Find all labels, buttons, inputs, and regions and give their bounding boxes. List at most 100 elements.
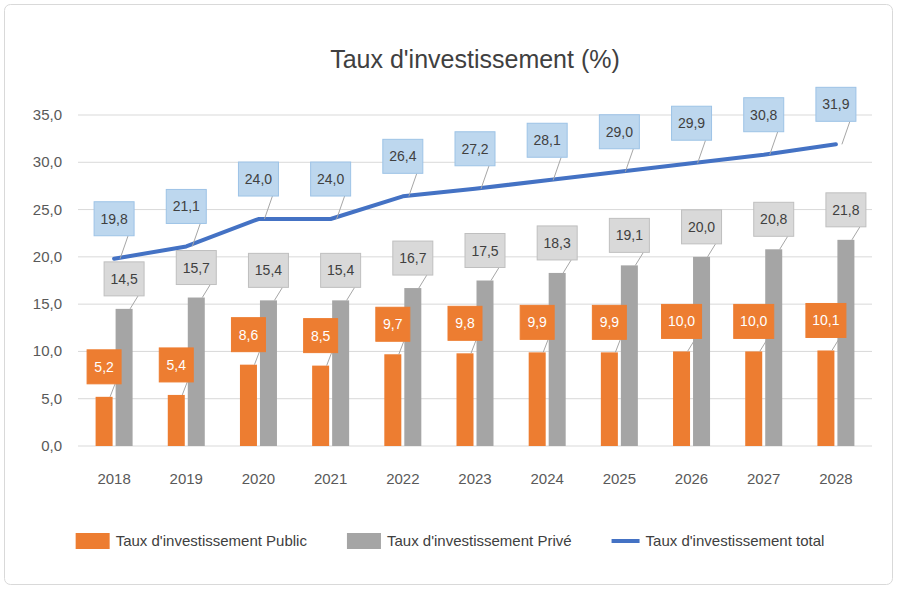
data-label: 5,4 <box>167 357 187 373</box>
label-leader <box>491 268 499 281</box>
label-leader <box>120 236 128 259</box>
y-tick-label: 20,0 <box>33 248 62 265</box>
label-box <box>816 87 856 121</box>
data-label: 5,2 <box>94 359 114 375</box>
label-leader <box>110 384 115 397</box>
label-box <box>94 202 134 236</box>
label-box <box>87 350 121 384</box>
data-label: 19,1 <box>616 227 643 243</box>
legend-label: Taux d'investissement total <box>646 532 825 549</box>
data-label: 15,4 <box>327 262 354 278</box>
label-box <box>166 189 206 223</box>
label-leader <box>399 341 404 354</box>
data-label: 29,0 <box>606 124 633 140</box>
label-box <box>448 306 482 340</box>
bar <box>601 352 618 446</box>
bar <box>549 273 566 446</box>
x-tick-label: 2026 <box>675 470 708 487</box>
label-leader <box>635 252 643 265</box>
bar <box>96 397 113 446</box>
bar <box>693 257 710 446</box>
x-tick-label: 2023 <box>458 470 491 487</box>
label-leader <box>337 196 345 219</box>
bar <box>384 354 401 446</box>
label-box <box>465 234 505 268</box>
data-label: 10,1 <box>812 312 839 328</box>
x-tick-label: 2028 <box>819 470 852 487</box>
chart: Taux d'investissement (%)0,05,010,015,02… <box>0 0 900 600</box>
label-leader <box>842 121 850 144</box>
label-box <box>744 98 784 132</box>
data-label: 15,4 <box>255 262 282 278</box>
label-leader <box>563 260 571 273</box>
label-box <box>754 202 794 236</box>
label-leader <box>327 353 332 366</box>
bar <box>837 240 854 446</box>
label-leader <box>698 140 706 163</box>
data-label: 24,0 <box>317 171 344 187</box>
label-box <box>104 262 144 296</box>
x-tick-label: 2021 <box>314 470 347 487</box>
chart-title: Taux d'investissement (%) <box>330 45 620 73</box>
label-box <box>806 303 846 337</box>
data-label: 28,1 <box>534 132 561 148</box>
label-box <box>238 162 278 196</box>
data-label: 30,8 <box>750 107 777 123</box>
y-tick-label: 10,0 <box>33 342 62 359</box>
label-leader <box>688 338 696 351</box>
label-leader <box>264 196 272 219</box>
bar <box>168 395 185 446</box>
legend-swatch <box>612 539 640 543</box>
label-leader <box>780 236 788 249</box>
chart-frame <box>5 5 893 585</box>
label-box <box>826 193 866 227</box>
bar <box>240 365 257 446</box>
data-label: 8,6 <box>239 327 259 343</box>
label-leader <box>254 352 259 365</box>
x-tick-label: 2020 <box>242 470 275 487</box>
legend: Taux d'investissement PublicTaux d'inves… <box>76 532 825 549</box>
data-label: 14,5 <box>110 271 137 287</box>
x-tick-label: 2022 <box>386 470 419 487</box>
data-label: 9,8 <box>455 315 475 331</box>
bar <box>817 350 834 446</box>
data-label: 20,0 <box>688 219 715 235</box>
data-label: 9,9 <box>600 314 620 330</box>
x-tick-label: 2024 <box>530 470 563 487</box>
bar <box>673 351 690 446</box>
x-tick-label: 2018 <box>97 470 130 487</box>
label-leader <box>625 149 633 172</box>
bar <box>477 281 494 447</box>
data-label: 26,4 <box>389 148 416 164</box>
data-labels: 5,25,48,68,59,79,89,99,910,010,010,114,5… <box>87 87 866 397</box>
label-box <box>304 319 338 353</box>
x-tick-label: 2019 <box>170 470 203 487</box>
legend-swatch <box>76 533 110 549</box>
y-tick-label: 25,0 <box>33 201 62 218</box>
label-leader <box>760 338 768 351</box>
label-leader <box>182 382 187 395</box>
data-label: 21,8 <box>832 202 859 218</box>
label-box <box>231 318 265 352</box>
marks <box>96 144 855 446</box>
label-box <box>592 305 626 339</box>
data-label: 18,3 <box>544 235 571 251</box>
data-label: 17,5 <box>471 243 498 259</box>
data-label: 10,0 <box>740 313 767 329</box>
data-label: 20,8 <box>760 211 787 227</box>
x-tick-label: 2025 <box>603 470 636 487</box>
label-leader <box>471 340 476 353</box>
label-leader <box>409 173 417 196</box>
bar <box>529 352 546 446</box>
y-tick-label: 15,0 <box>33 295 62 312</box>
bar <box>312 366 329 446</box>
label-leader <box>615 339 620 352</box>
label-leader <box>708 244 716 257</box>
label-leader <box>202 285 210 298</box>
bar <box>765 249 782 446</box>
label-box <box>662 304 702 338</box>
data-label: 8,5 <box>311 328 331 344</box>
data-label: 9,9 <box>527 314 547 330</box>
legend-swatch <box>347 533 381 549</box>
label-leader <box>553 157 561 180</box>
